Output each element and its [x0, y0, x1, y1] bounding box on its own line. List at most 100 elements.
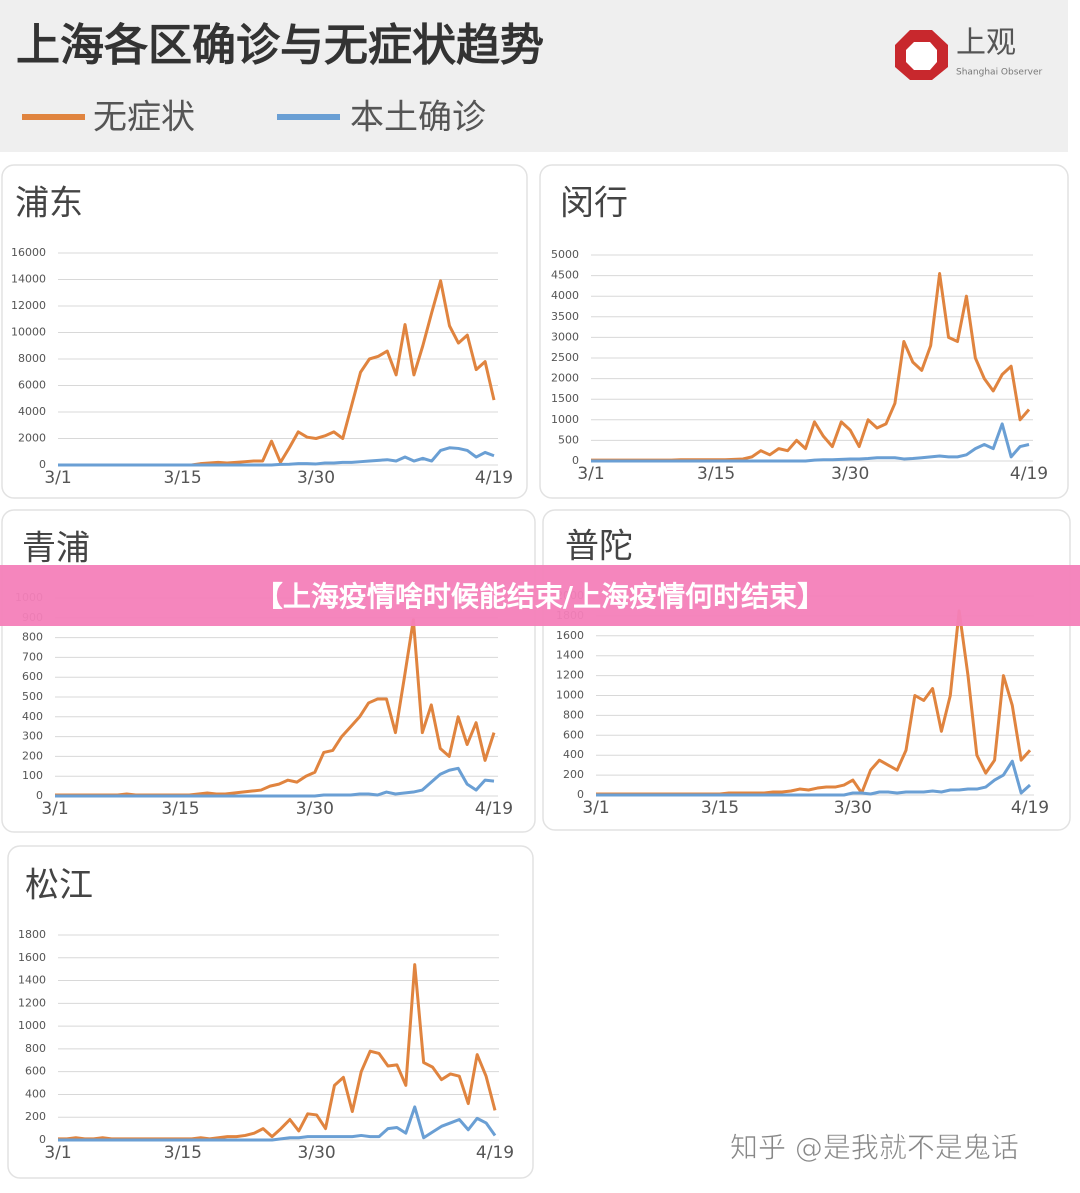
y-tick-label: 0 — [39, 1133, 46, 1146]
y-tick-label: 800 — [22, 631, 43, 644]
card — [1, 164, 528, 499]
card — [539, 164, 1069, 499]
x-tick-label: 4/19 — [1010, 464, 1048, 484]
x-tick-label: 3/15 — [164, 1143, 202, 1163]
charts: 浦东02000400060008000100001200014000160003… — [1, 164, 1071, 1179]
chart-title: 闵行 — [560, 184, 628, 224]
card — [7, 845, 534, 1179]
y-tick-label: 0 — [39, 458, 46, 471]
y-tick-label: 0 — [36, 789, 43, 802]
logo-mark-inner — [906, 42, 937, 70]
y-tick-label: 1400 — [556, 649, 584, 662]
series-line — [55, 618, 496, 797]
y-tick-label: 1600 — [556, 629, 584, 642]
y-tick-label: 400 — [563, 748, 584, 761]
chart-title: 青浦 — [22, 529, 90, 569]
header-title: 上海各区确诊与无症状趋势 — [16, 20, 544, 71]
chart-title: 浦东 — [15, 184, 83, 224]
legend: 无症状 本土确诊 — [22, 98, 486, 138]
y-tick-label: 2000 — [18, 432, 46, 445]
y-tick-label: 600 — [25, 1065, 46, 1078]
x-tick-label: 3/15 — [697, 464, 735, 484]
y-tick-label: 2500 — [551, 351, 579, 364]
logo-subtitle: Shanghai Observer — [956, 68, 1043, 78]
y-tick-label: 4000 — [18, 405, 46, 418]
y-tick-label: 8000 — [18, 352, 46, 365]
chart-title: 普陀 — [565, 527, 633, 567]
x-tick-label: 3/30 — [296, 799, 334, 819]
chart-title: 松江 — [25, 866, 93, 906]
y-tick-label: 1500 — [551, 392, 579, 405]
x-tick-label: 3/15 — [701, 798, 739, 818]
y-tick-label: 0 — [572, 454, 579, 467]
banner-bg — [0, 565, 1080, 626]
y-tick-label: 200 — [563, 768, 584, 781]
chart-panel: 青浦010020030040050060070080090010003/13/1… — [1, 509, 536, 833]
x-tick-label: 3/30 — [834, 798, 872, 818]
y-tick-label: 400 — [25, 1087, 46, 1100]
y-tick-label: 1200 — [556, 669, 584, 682]
y-tick-label: 800 — [563, 708, 584, 721]
header-bg — [0, 0, 1068, 152]
y-tick-label: 0 — [577, 788, 584, 801]
y-tick-label: 1200 — [18, 996, 46, 1009]
chart-panel: 松江 0 200 400 600 800 1000 1200 1400 1600 1800 3/1 3/… — [7, 845, 534, 1179]
y-tick-label: 400 — [22, 710, 43, 723]
y-tick-label: 2000 — [551, 372, 579, 385]
y-tick-label: 4000 — [551, 289, 579, 302]
y-tick-label: 1600 — [18, 951, 46, 964]
y-tick-label: 700 — [22, 650, 43, 663]
y-tick-label: 500 — [22, 690, 43, 703]
y-tick-label: 200 — [22, 749, 43, 762]
banner-text: 【上海疫情啥时候能结束/上海疫情何时结束】 — [255, 580, 825, 613]
series-line — [58, 1105, 497, 1142]
y-tick-label: 10000 — [11, 326, 46, 339]
x-tick-label: 3/30 — [297, 468, 335, 488]
x-tick-label: 3/15 — [161, 799, 199, 819]
x-tick-label: 3/30 — [298, 1143, 336, 1163]
x-tick-label: 3/1 — [41, 799, 68, 819]
series-line — [55, 766, 495, 798]
y-tick-label: 500 — [558, 433, 579, 446]
y-tick-label: 4500 — [551, 269, 579, 282]
legend-label: 无症状 — [93, 98, 195, 138]
y-tick-label: 1400 — [18, 974, 46, 987]
series-line — [596, 759, 1032, 797]
x-tick-label: 3/30 — [831, 464, 869, 484]
y-tick-label: 100 — [22, 769, 43, 782]
watermark: 知乎 @是我就不是鬼话 — [730, 1131, 1019, 1164]
y-tick-label: 200 — [25, 1110, 46, 1123]
x-tick-label: 4/19 — [476, 1143, 514, 1163]
y-tick-label: 1000 — [18, 1019, 46, 1032]
y-tick-label: 3500 — [551, 310, 579, 323]
y-tick-label: 6000 — [18, 379, 46, 392]
logo-text: 上观 — [956, 26, 1016, 61]
y-tick-label: 14000 — [11, 273, 46, 286]
x-tick-label: 4/19 — [1011, 798, 1049, 818]
legend-label: 本土确诊 — [350, 98, 486, 138]
series-line — [58, 446, 495, 467]
y-tick-label: 600 — [22, 670, 43, 683]
x-tick-label: 3/1 — [577, 464, 604, 484]
y-tick-label: 300 — [22, 730, 43, 743]
x-tick-label: 3/1 — [44, 1143, 71, 1163]
y-tick-label: 800 — [25, 1042, 46, 1055]
y-tick-label: 1000 — [551, 413, 579, 426]
y-tick-label: 12000 — [11, 299, 46, 312]
chart-panel: 浦东 0 2000 4000 6000 8000 10000 12000 14000 16000 3… — [1, 164, 528, 499]
x-tick-label: 3/1 — [582, 798, 609, 818]
y-tick-label: 600 — [563, 728, 584, 741]
x-tick-label: 3/1 — [44, 468, 71, 488]
chart-panel: 普陀02004006008001000120014001600180020003… — [542, 509, 1071, 831]
chart-panel: 闵行 0 500 1000 1500 2000 2500 3000 3500 4000 4500 50… — [539, 164, 1069, 499]
y-tick-label: 3000 — [551, 330, 579, 343]
y-tick-label: 1800 — [18, 928, 46, 941]
x-tick-label: 3/15 — [163, 468, 201, 488]
y-tick-label: 1000 — [556, 689, 584, 702]
series-line — [591, 422, 1030, 463]
y-tick-label: 16000 — [11, 246, 46, 259]
x-tick-label: 4/19 — [475, 799, 513, 819]
x-tick-label: 4/19 — [475, 468, 513, 488]
y-tick-label: 5000 — [551, 248, 579, 261]
